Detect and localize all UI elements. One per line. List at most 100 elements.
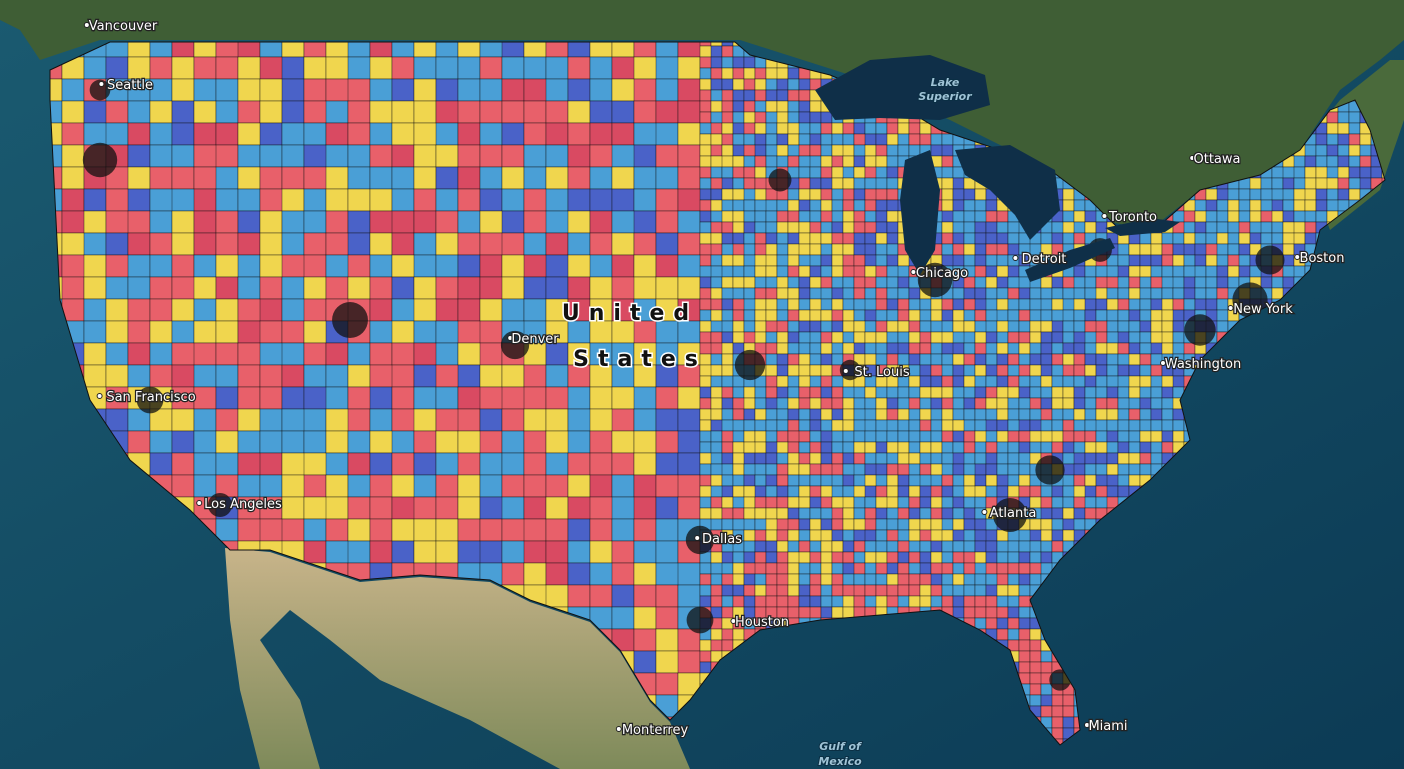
region [237, 276, 261, 300]
region [1106, 287, 1119, 300]
region [83, 188, 107, 212]
region [820, 133, 833, 146]
region [710, 441, 723, 454]
region [787, 199, 800, 212]
region [215, 518, 239, 542]
region [1007, 430, 1020, 443]
region [567, 166, 591, 190]
region [897, 485, 910, 498]
region [1150, 243, 1163, 256]
region [974, 540, 987, 553]
region [699, 210, 712, 223]
region [1051, 353, 1064, 366]
region [545, 188, 569, 212]
region [699, 573, 712, 586]
region [1337, 111, 1350, 124]
region [237, 166, 261, 190]
region [732, 485, 745, 498]
region [1172, 232, 1185, 245]
region [941, 232, 954, 245]
region [545, 408, 569, 432]
region [743, 100, 756, 113]
region [589, 430, 613, 454]
region [83, 232, 107, 256]
region [919, 397, 932, 410]
region [1007, 375, 1020, 388]
region [754, 89, 767, 102]
region [1040, 353, 1053, 366]
region [523, 386, 547, 410]
region [633, 100, 657, 124]
region [1073, 364, 1086, 377]
region [842, 540, 855, 553]
region [864, 386, 877, 399]
region [1062, 210, 1075, 223]
region [567, 386, 591, 410]
region [149, 100, 173, 124]
region [842, 518, 855, 531]
region [1073, 210, 1086, 223]
region [1282, 188, 1295, 201]
region [798, 562, 811, 575]
region [281, 496, 305, 520]
region [996, 309, 1009, 322]
region [886, 562, 899, 575]
region [897, 419, 910, 432]
region [699, 89, 712, 102]
region [523, 166, 547, 190]
region [1095, 441, 1108, 454]
region [754, 298, 767, 311]
region [809, 243, 822, 256]
region [501, 232, 525, 256]
region [809, 518, 822, 531]
region [237, 232, 261, 256]
region [347, 188, 371, 212]
region [1172, 276, 1185, 289]
region [732, 133, 745, 146]
region [1018, 298, 1031, 311]
region [963, 287, 976, 300]
region [413, 540, 437, 564]
region [787, 441, 800, 454]
region [1007, 573, 1020, 586]
region [1172, 331, 1185, 344]
region [710, 595, 723, 608]
region [545, 166, 569, 190]
region [776, 144, 789, 157]
region [567, 78, 591, 102]
region [1117, 309, 1130, 322]
region [842, 276, 855, 289]
region [765, 122, 778, 135]
region [1359, 133, 1372, 146]
region [853, 177, 866, 190]
region [1040, 309, 1053, 322]
region [1117, 463, 1130, 476]
region [347, 122, 371, 146]
region [886, 408, 899, 421]
region [721, 551, 734, 564]
region [886, 463, 899, 476]
region [413, 408, 437, 432]
region [611, 166, 635, 190]
region [809, 210, 822, 223]
region [1128, 254, 1141, 267]
region [237, 78, 261, 102]
region [1128, 408, 1141, 421]
region [567, 122, 591, 146]
region [501, 562, 525, 586]
region [699, 155, 712, 168]
region [941, 243, 954, 256]
region [743, 397, 756, 410]
region [820, 595, 833, 608]
region [908, 551, 921, 564]
region [897, 331, 910, 344]
region [589, 166, 613, 190]
region [1161, 254, 1174, 267]
region [1040, 386, 1053, 399]
region [1095, 386, 1108, 399]
region [842, 287, 855, 300]
region [127, 100, 151, 124]
region [875, 397, 888, 410]
region [237, 430, 261, 454]
region [853, 584, 866, 597]
